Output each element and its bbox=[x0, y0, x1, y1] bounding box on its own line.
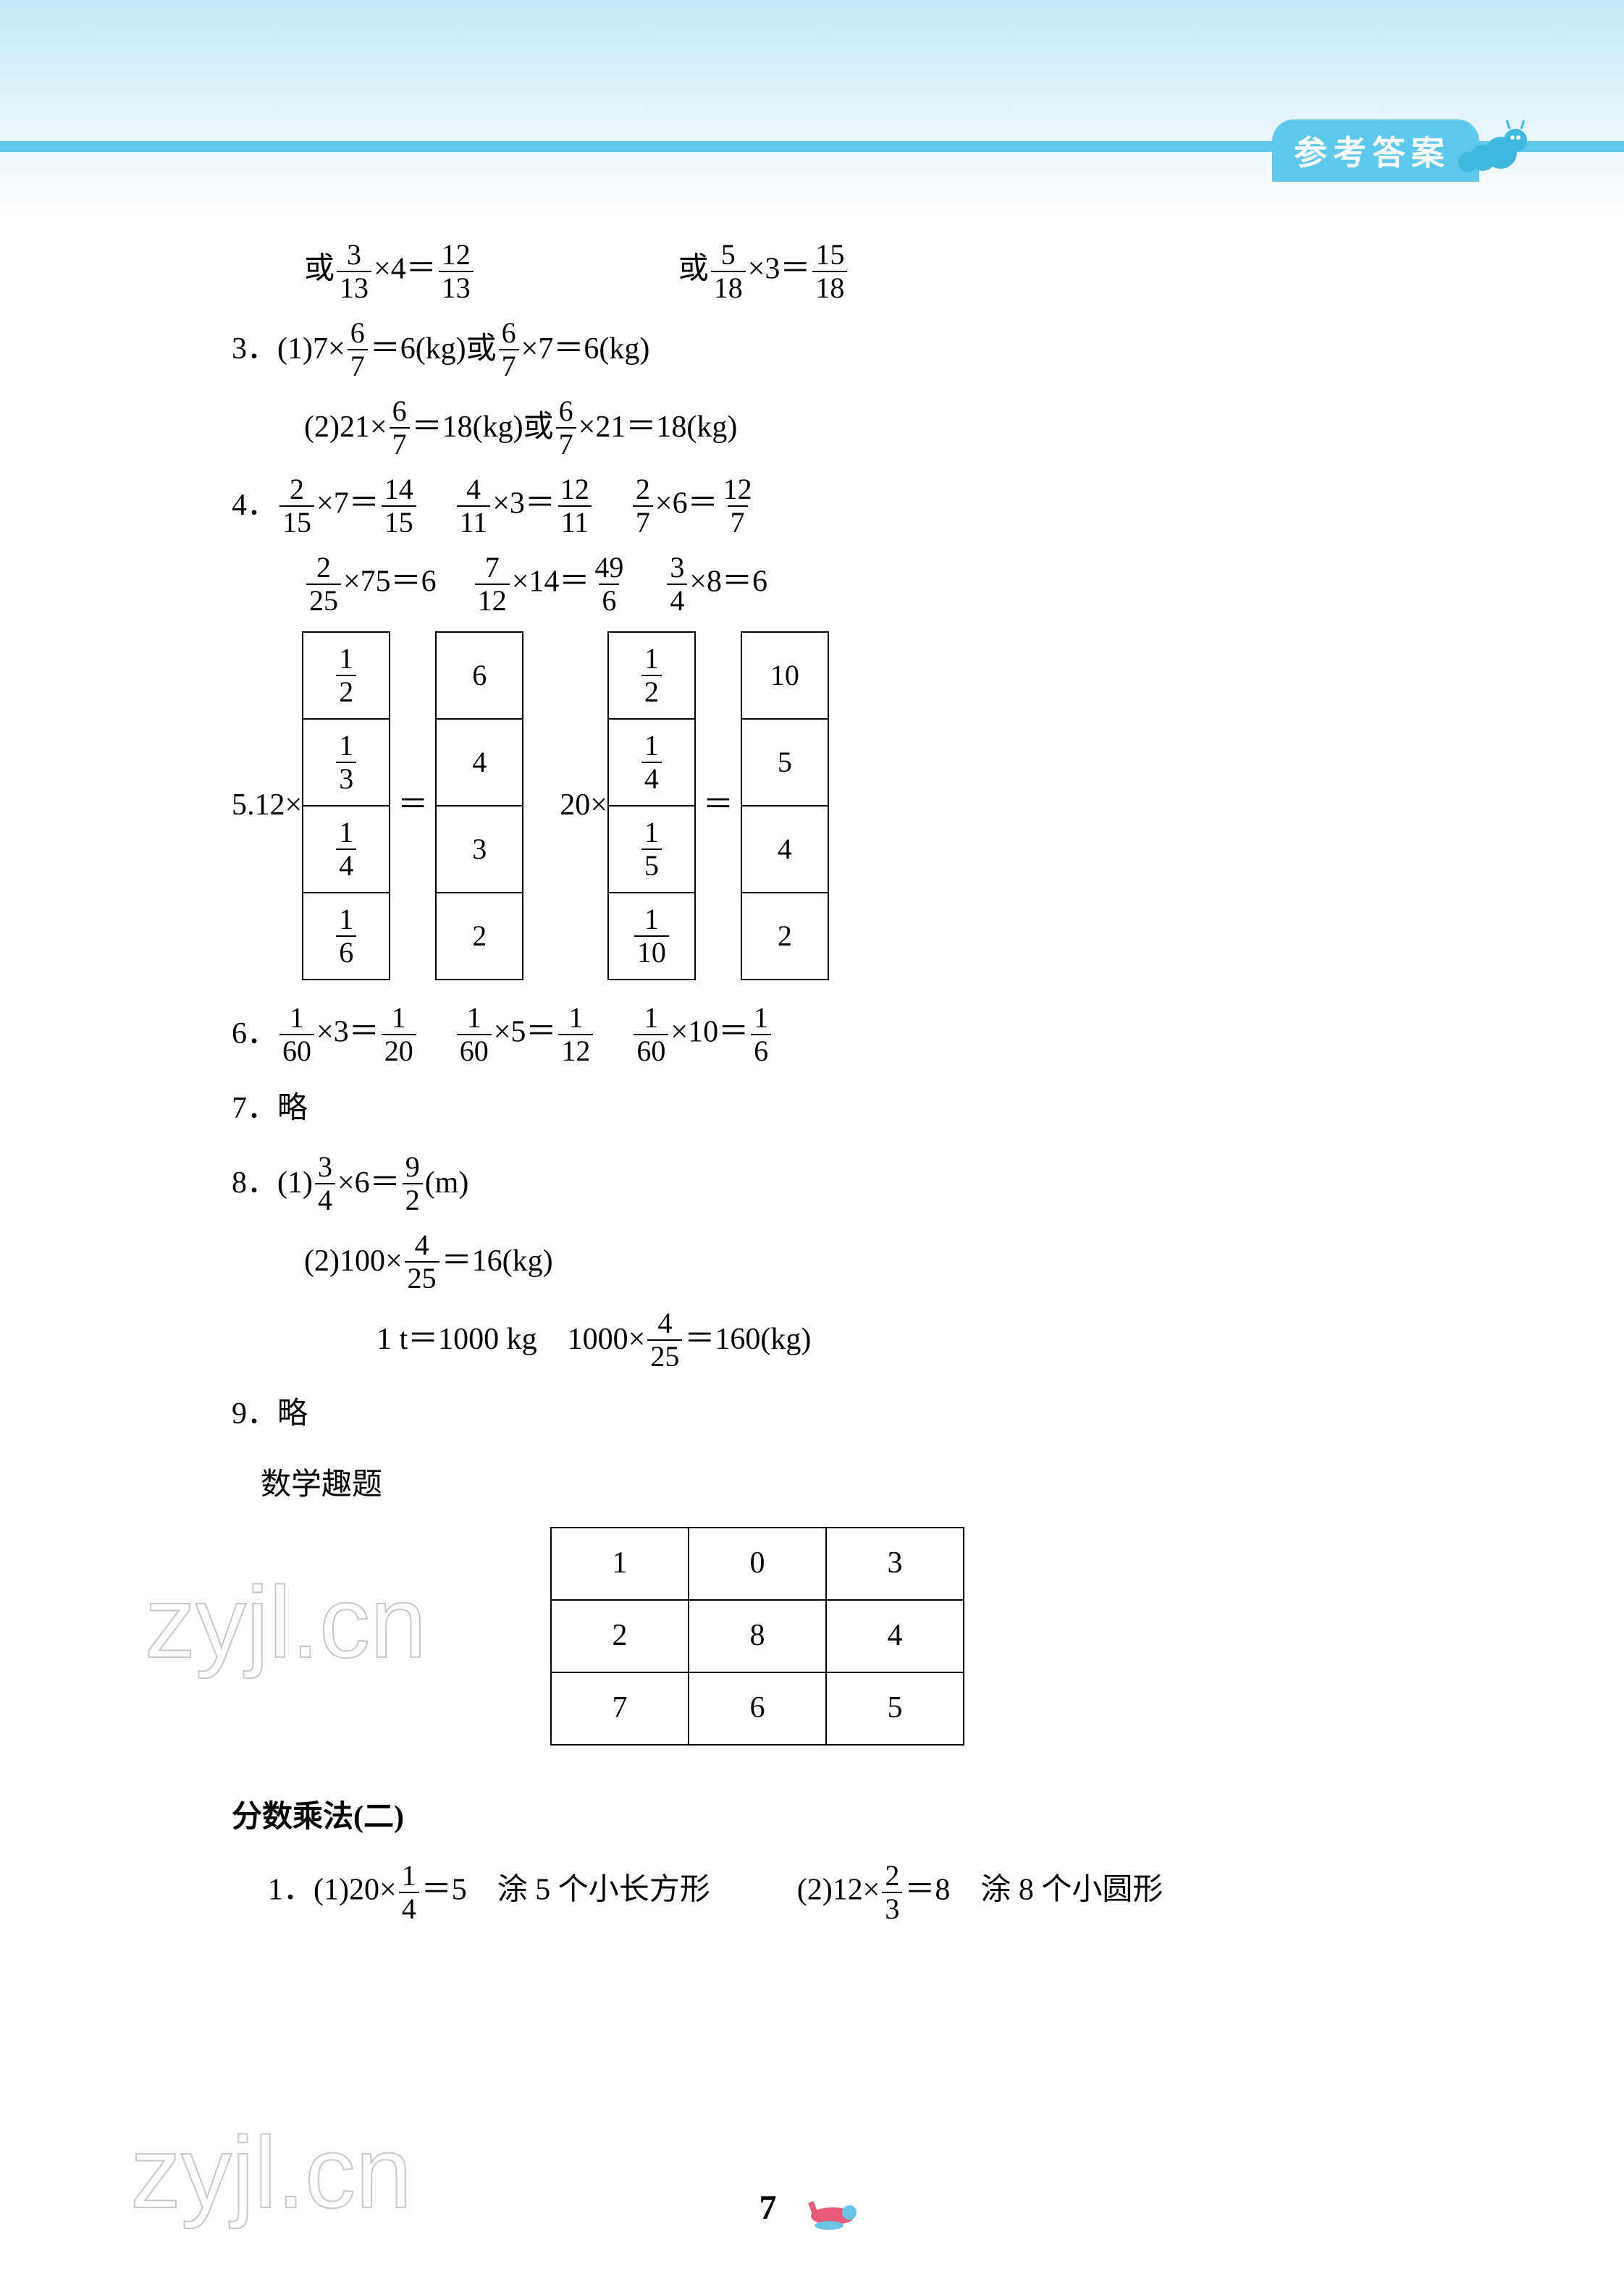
q4-row2: 225×75＝6712×14＝49634×8＝6 bbox=[304, 552, 1463, 617]
header-region: 参考答案 bbox=[0, 0, 1624, 217]
fun-title: 数学趣题 bbox=[261, 1457, 1463, 1515]
caterpillar-icon bbox=[1450, 113, 1530, 178]
fun-grid: 103284765 bbox=[521, 1527, 1463, 1745]
q8-3: 1 t＝1000 kg 1000×425＝160(kg) bbox=[376, 1307, 1463, 1373]
q4-row1: 4． 215×7＝1415411×3＝121127×6＝127 bbox=[232, 473, 1463, 539]
page-number: 7 bbox=[0, 2188, 1624, 2231]
header-tab: 参考答案 bbox=[1272, 119, 1479, 182]
content-area: 或313×4＝1213 或518×3＝1518 3．(1)7×67＝6(kg)或… bbox=[232, 239, 1463, 1938]
q8-2: (2)100×425＝16(kg) bbox=[304, 1229, 1463, 1294]
plane-icon bbox=[800, 2191, 865, 2231]
q3-2: (2)21×67＝18(kg)或67×21＝18(kg) bbox=[304, 395, 1463, 460]
q6: 6．160×3＝120160×5＝112160×10＝16 bbox=[232, 1002, 1463, 1067]
q3-1: 3．(1)7×67＝6(kg)或67×7＝6(kg) bbox=[232, 317, 1463, 382]
q5: 5. 12× 12131416 ＝ 6432 20× 121415110 ＝ 1… bbox=[232, 631, 1463, 980]
q7: 7．略 bbox=[232, 1080, 1463, 1138]
q9: 9．略 bbox=[232, 1386, 1463, 1444]
ans-top-row: 或313×4＝1213 或518×3＝1518 bbox=[304, 239, 1463, 304]
sec2-title: 分数乘法(二) bbox=[232, 1789, 1463, 1847]
sec2-q1: 1．(1)20×14＝5 涂 5 个小长方形 (2)12×23＝8 涂 8 个小… bbox=[268, 1860, 1463, 1925]
q8-1: 8．(1)34×6＝92(m) bbox=[232, 1151, 1463, 1216]
